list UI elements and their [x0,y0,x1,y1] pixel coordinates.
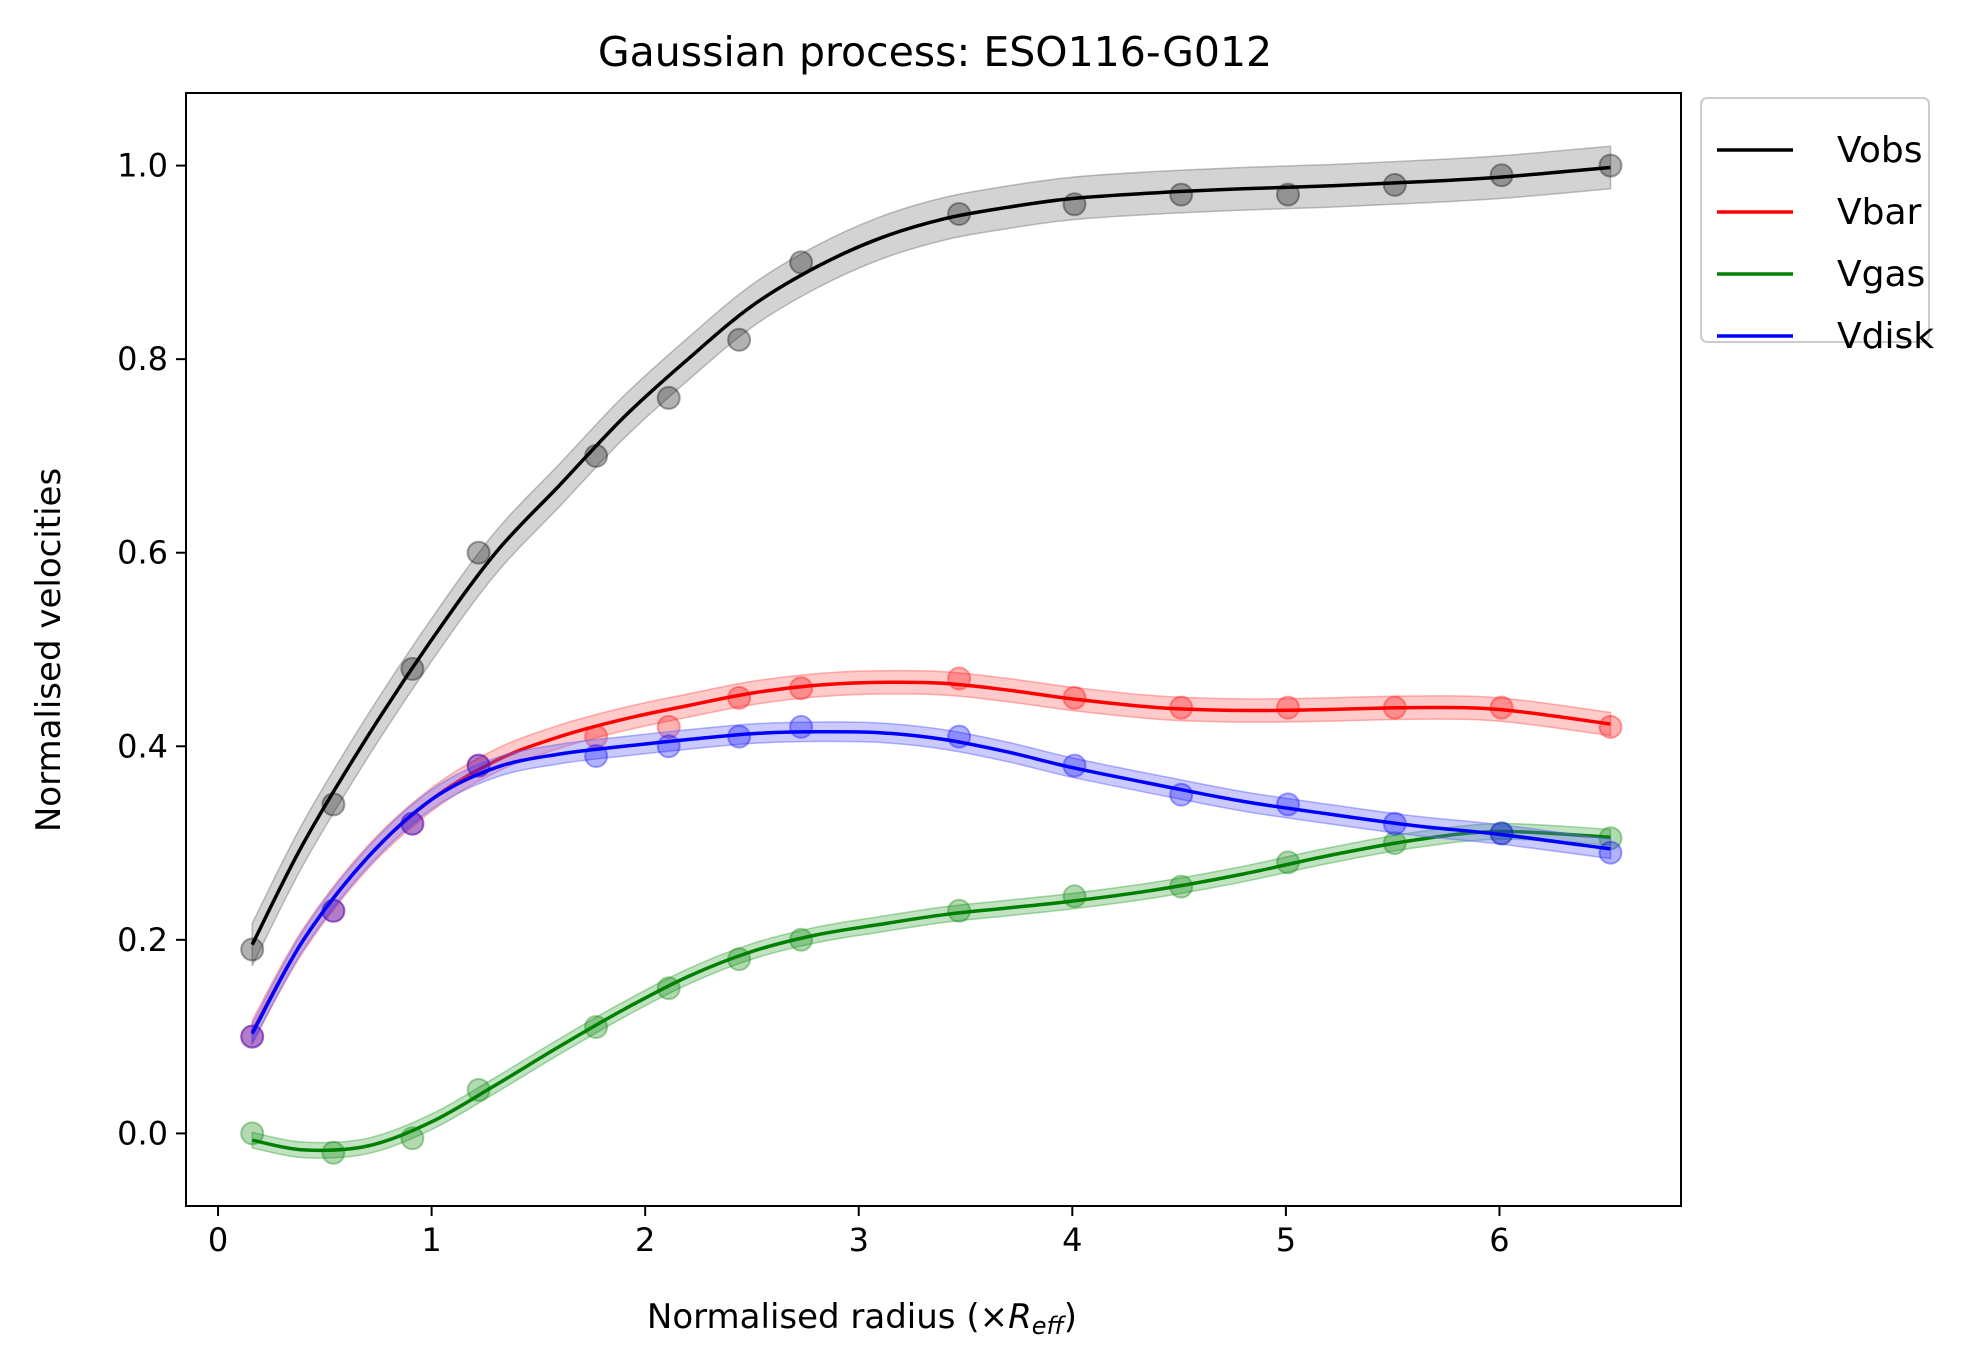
x-tick-label: 1 [421,1221,441,1259]
series-vobs [240,145,1623,967]
legend-label-vobs: Vobs [1837,130,1922,171]
y-tick-label: 0.2 [117,921,168,959]
point-vbar [1598,714,1623,739]
legend-label-vgas: Vgas [1837,254,1925,295]
point-vobs [1169,182,1194,207]
chart-title: Gaussian process: ESO116-G012 [598,28,1272,76]
x-tick-label: 4 [1062,1221,1082,1259]
legend-box [1700,97,1930,343]
point-vdisk [1598,840,1623,865]
x-tick-label: 6 [1489,1221,1509,1259]
band-vdisk [251,721,1612,1044]
point-vdisk [656,734,681,759]
point-vgas [321,1140,346,1165]
line-vdisk [250,729,1611,1035]
x-tick-label: 0 [208,1221,228,1259]
point-vobs [656,385,681,410]
legend-label-vbar: Vbar [1837,192,1922,233]
point-vobs [727,327,752,352]
axes: 0 1 2 3 4 5 6 0.0 0.2 0.4 0.6 0.8 1.0 [117,92,1682,1259]
legend: Vobs Vbar Vgas Vdisk [1700,97,1934,357]
point-vobs [1598,153,1623,178]
series-vdisk [240,714,1623,1049]
point-vgas [240,1121,265,1146]
line-vobs [250,165,1611,946]
series-vgas [240,821,1623,1165]
point-vobs [240,937,265,962]
legend-label-vdisk: Vdisk [1837,316,1934,357]
x-tick-label: 2 [635,1221,655,1259]
y-axis-label: Normalised velocities [29,468,69,832]
y-tick-label: 0.4 [117,727,168,765]
y-tick-label: 0.6 [117,534,168,572]
point-vgas [1062,884,1087,909]
point-vdisk [789,714,814,739]
y-tick-label: 0.8 [117,340,168,378]
y-tick-label: 0.0 [117,1114,168,1152]
x-tick-label: 3 [849,1221,869,1259]
point-vdisk [1276,792,1300,817]
point-vobs [466,540,491,565]
point-vbar [1276,695,1300,720]
x-tick-label: 5 [1276,1221,1296,1259]
plot-area [240,145,1623,1165]
x-axis-label: Normalised radius (×Reff) [647,1297,1077,1340]
line-vgas [251,829,1611,1153]
band-vobs [251,145,1612,967]
point-vdisk [240,1024,265,1049]
axes-frame [185,92,1682,1207]
y-tick-label: 1.0 [117,147,168,185]
